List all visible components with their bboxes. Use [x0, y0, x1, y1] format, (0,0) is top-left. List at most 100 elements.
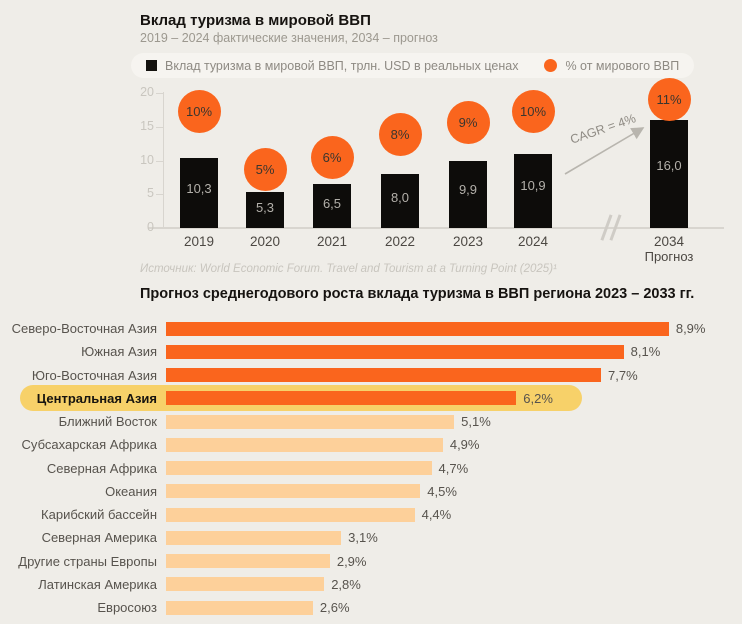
y-tick-label: 15 [140, 118, 154, 133]
region-value: 3,1% [348, 530, 378, 546]
region-bar [166, 507, 415, 522]
top-chart-legend: Вклад туризма в мировой ВВП, трлн. USD в… [131, 53, 695, 78]
region-value: 4,4% [421, 507, 452, 522]
gdp-bar-2034 [650, 120, 688, 228]
gdp-bar-value: 10,3 [186, 180, 212, 196]
pct-of-gdp-bubble: 10% [511, 89, 555, 133]
region-value: 2,8% [331, 576, 361, 592]
gdp-bar-2019 [180, 158, 218, 228]
region-value: 6,2% [523, 390, 553, 406]
x-axis-year-label: 2024 [517, 234, 549, 249]
source-note: Источник: World Economic Forum. Travel a… [140, 263, 557, 275]
region-value: 2,9% [336, 553, 367, 569]
y-tick-mark [156, 126, 163, 128]
cagr-arrow [564, 127, 645, 175]
x-axis-year-label: 2022 [384, 234, 416, 249]
region-bar [166, 554, 330, 569]
bars-legend-swatch-icon [146, 60, 157, 71]
top-chart-subtitle: 2019 – 2024 фактические значения, 2034 –… [140, 31, 438, 45]
region-value: 5,1% [461, 414, 491, 429]
region-bar [166, 577, 325, 592]
pct-of-gdp-bubble: 5% [243, 148, 287, 191]
pct-of-gdp-bubble: 11% [647, 77, 691, 121]
pct-of-gdp-bubble: 8% [378, 112, 422, 156]
gdp-bar-value: 8,0 [390, 189, 410, 205]
region-value: 8,1% [630, 344, 661, 360]
region-bar [166, 344, 624, 359]
region-value: 4,9% [449, 437, 480, 453]
gdp-bar-2021 [313, 184, 351, 228]
region-row: Евросоюз 2,6% [0, 596, 742, 619]
region-row: Южная Азия 8,1% [0, 340, 742, 363]
region-bar [166, 414, 455, 429]
region-label: Центральная Азия [36, 390, 157, 406]
region-row: Центральная Азия 6,2% [0, 385, 742, 412]
region-value: 4,5% [427, 483, 457, 499]
pct-of-gdp-bubble: 9% [446, 101, 490, 145]
x-axis-year-label: 2034 [653, 234, 685, 249]
gdp-bar-value: 9,9 [458, 182, 478, 198]
region-value: 8,9% [675, 321, 706, 336]
x-axis-year-label: 2019 [183, 234, 215, 249]
y-tick-mark [156, 228, 163, 229]
region-value: 4,7% [438, 460, 469, 476]
y-tick-label: 0 [147, 220, 154, 234]
gdp-bar-value: 10,9 [520, 178, 546, 194]
x-axis-year-label: 2021 [316, 234, 348, 249]
region-row: Другие страны Европы 2,9% [0, 550, 742, 573]
bars-legend-label: Вклад туризма в мировой ВВП, трлн. USD в… [165, 58, 519, 73]
region-bar [166, 461, 432, 476]
region-bar [166, 321, 669, 336]
gdp-bar-2022 [381, 174, 419, 228]
top-chart-title: Вклад туризма в мировой ВВП [140, 12, 371, 29]
y-tick-label: 20 [140, 85, 154, 99]
region-value: 2,6% [319, 600, 350, 615]
x-axis-year-label: 2023 [452, 234, 484, 249]
region-label: Океания [105, 483, 157, 499]
region-label: Евросоюз [97, 600, 157, 615]
region-label: Северная Америка [41, 530, 157, 546]
region-bar [166, 391, 517, 406]
region-label: Ближний Восток [58, 414, 157, 429]
region-row: Юго-Восточная Азия 7,7% [0, 364, 742, 387]
region-row: Северная Америка 3,1% [0, 526, 742, 549]
region-label: Другие страны Европы [18, 553, 157, 569]
x-axis-year-label: 2020 [249, 234, 281, 249]
region-label: Южная Азия [81, 344, 157, 360]
region-value: 7,7% [608, 367, 638, 383]
region-growth-bar-chart: Северо-Восточная Азия 8,9% Южная Азия 8,1% Ю… [0, 317, 742, 619]
gdp-bar-value: 6,5 [322, 195, 342, 211]
x-axis-line [148, 227, 724, 229]
region-row: Карибский бассейн 4,4% [0, 503, 742, 526]
region-bar [166, 530, 342, 545]
region-label: Северная Африка [46, 460, 157, 476]
region-bar [166, 600, 313, 615]
region-bar [166, 484, 421, 499]
region-row: Северо-Восточная Азия 8,9% [0, 317, 742, 340]
y-tick-mark [156, 194, 163, 196]
region-row: Субсахарская Африка 4,9% [0, 433, 742, 456]
gdp-bar-2024 [514, 154, 552, 228]
y-axis-line [163, 92, 164, 228]
region-bar [166, 437, 443, 452]
region-row: Северная Африка 4,7% [0, 457, 742, 480]
region-row: Латинская Америка 2,8% [0, 573, 742, 596]
region-label: Юго-Восточная Азия [31, 367, 157, 383]
region-bar [166, 368, 602, 383]
gdp-bar-2020 [246, 192, 284, 228]
gdp-bar-value: 5,3 [255, 200, 275, 216]
region-label: Латинская Америка [38, 576, 157, 592]
region-label: Субсахарская Африка [21, 437, 157, 453]
region-label: Северо-Восточная Азия [11, 321, 157, 336]
pct-legend-swatch-icon [544, 59, 558, 72]
pct-legend-label: % от мирового ВВП [565, 58, 680, 73]
gdp-bar-2023 [449, 161, 487, 228]
region-row: Океания 4,5% [0, 480, 742, 503]
pct-of-gdp-bubble: 6% [310, 136, 354, 180]
y-tick-label: 10 [140, 152, 154, 167]
region-label: Карибский бассейн [41, 507, 157, 522]
gdp-bar-value: 16,0 [656, 158, 682, 174]
y-tick-label: 5 [147, 186, 154, 201]
